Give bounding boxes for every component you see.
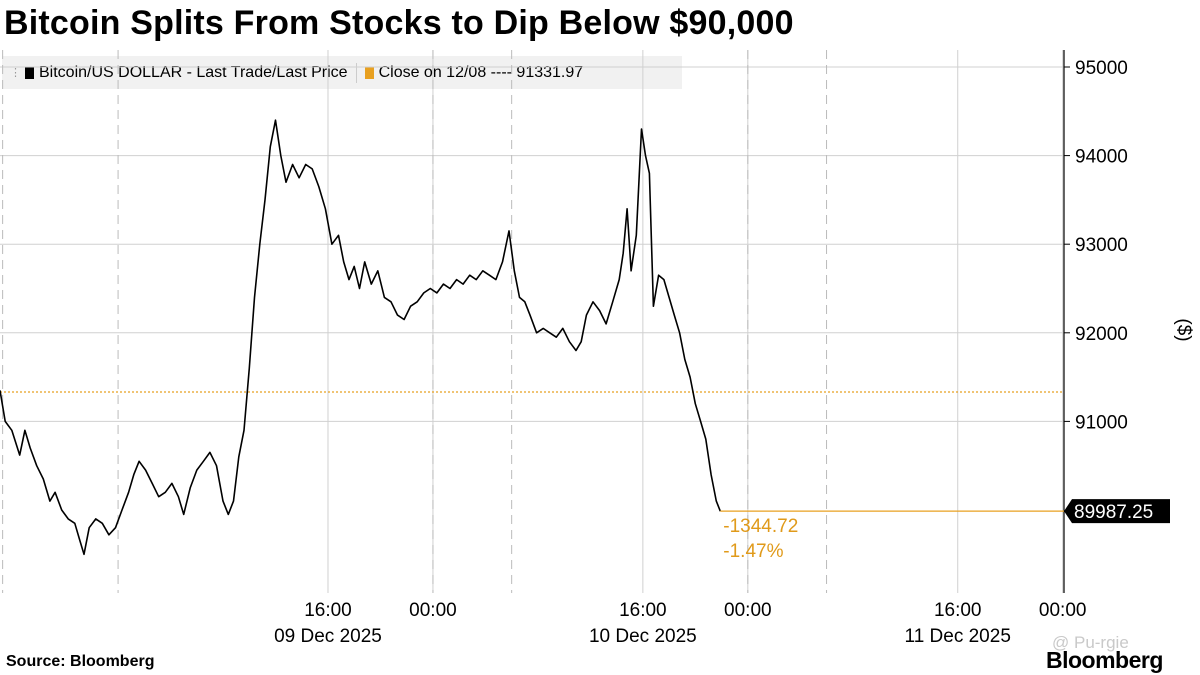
x-date-label: 10 Dec 2025: [589, 626, 697, 647]
source-note: Source: Bloomberg: [6, 653, 155, 670]
x-tick-label: 00:00: [409, 600, 457, 621]
x-tick-label: 16:00: [619, 600, 667, 621]
legend-separator: [355, 62, 357, 83]
y-tick-label: 95000: [1075, 58, 1128, 79]
chart-title: Bitcoin Splits From Stocks to Dip Below …: [4, 4, 794, 42]
legend-item-series[interactable]: Bitcoin/US DOLLAR - Last Trade/Last Pric…: [25, 64, 348, 82]
watermark: @ Pu-rgie: [1052, 633, 1129, 652]
change-annotation: -1344.72: [723, 516, 798, 537]
price-series-line: [0, 119, 722, 556]
legend-item-close[interactable]: Close on 12/08 ---- 91331.97: [364, 63, 584, 82]
legend-swatch-series: [25, 66, 34, 79]
legend-grip-icon[interactable]: ⋮: [10, 67, 21, 79]
last-value-tag: [1064, 499, 1170, 524]
y-tick-label: 93000: [1075, 235, 1128, 256]
x-date-label: 09 Dec 2025: [274, 626, 382, 647]
y-tick-label: 92000: [1075, 324, 1128, 345]
y-axis-label: ($): [1173, 318, 1194, 341]
legend: ⋮ Bitcoin/US DOLLAR - Last Trade/Last Pr…: [2, 56, 682, 89]
x-tick-label: 00:00: [1039, 600, 1087, 621]
legend-label-close: Close on 12/08 ---- 91331.97: [378, 63, 584, 81]
x-tick-label: 16:00: [934, 600, 982, 621]
bloomberg-logo: Bloomberg: [1046, 647, 1163, 673]
last-value-label: 89987.25: [1074, 502, 1153, 523]
x-date-label: 11 Dec 2025: [905, 626, 1011, 647]
y-tick-label: 94000: [1075, 147, 1128, 168]
x-tick-label: 16:00: [304, 600, 352, 621]
legend-swatch-close: [364, 66, 374, 79]
y-tick-label: 91000: [1075, 412, 1128, 433]
legend-label-series: Bitcoin/US DOLLAR - Last Trade/Last Pric…: [39, 63, 348, 81]
x-tick-label: 00:00: [724, 600, 772, 621]
change-pct-annotation: -1.47%: [723, 541, 783, 562]
